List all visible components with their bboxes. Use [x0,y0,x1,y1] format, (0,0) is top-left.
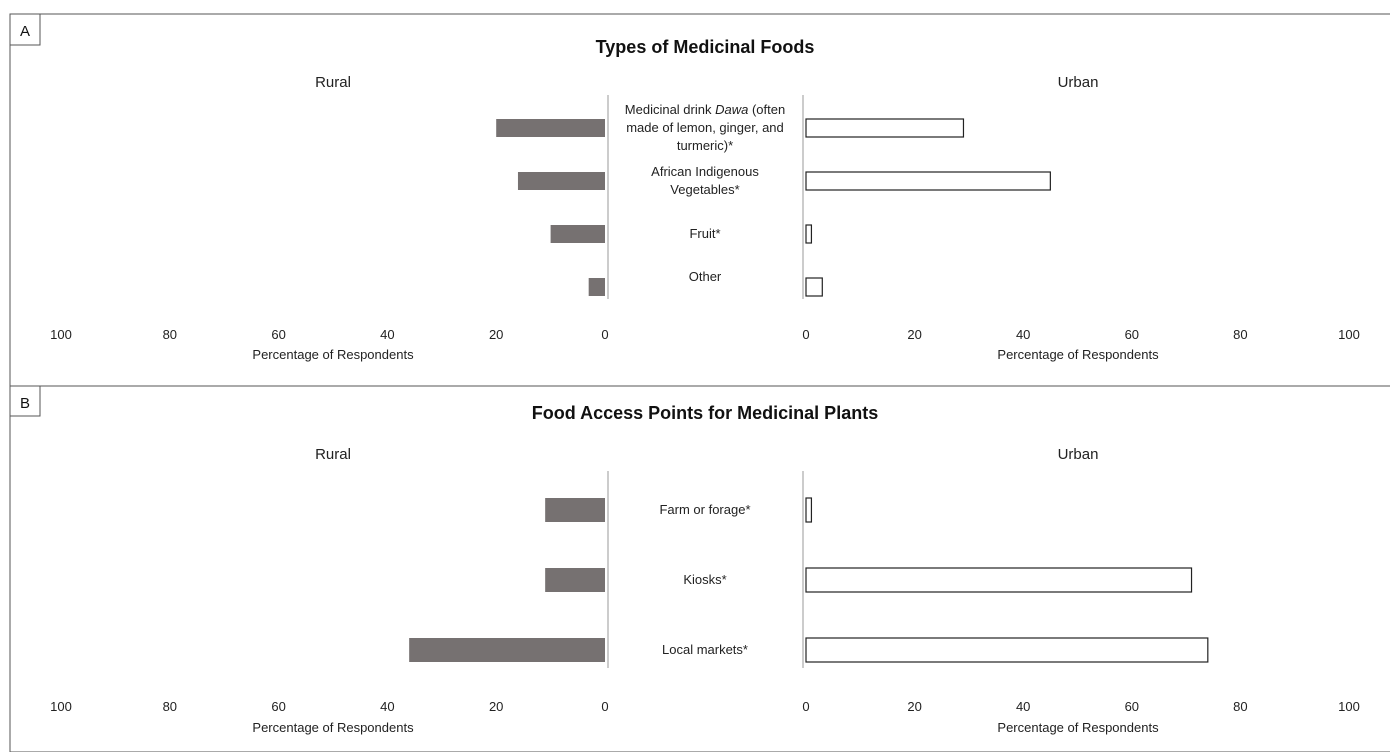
panel-a: A Types of Medicinal Foods Rural Urban 100 80… [9,13,1390,387]
category-label-text: Medicinal drink [625,102,715,117]
rural-tick-label: 60 [271,327,285,342]
rural-tick-label: 100 [50,699,72,714]
rural-label: Rural [315,446,351,463]
rural-tick-label: 0 [601,327,608,342]
category-label: Other [689,269,722,284]
urban-bar [805,171,1051,191]
rural-bar [517,172,605,190]
rural-label: Rural [315,74,351,91]
rural-bar [545,498,605,522]
rural-tick-label: 40 [380,327,394,342]
rural-tick-label: 100 [50,327,72,342]
urban-tick-label: 80 [1233,327,1247,342]
urban-tick-label: 0 [802,327,809,342]
category-label-text: Vegetables* [670,182,739,197]
category-label-line: Local markets* [662,642,748,657]
urban-bar [805,637,1209,663]
rural-bar [550,225,605,243]
category-label: Medicinal drink Dawa (often made of lemon… [625,102,785,153]
rural-axis-label: Percentage of Respondents [252,347,414,362]
rural-bar [409,638,605,662]
urban-label: Urban [1058,446,1099,463]
category-label-text: Other [689,269,722,284]
chart-title: Food Access Points for Medicinal Plants [532,403,878,423]
category-label-line: Farm or forage* [659,502,750,517]
category-label-line: Vegetables* [670,182,739,197]
category-label-text: (often [748,102,785,117]
rural-tick-label: 0 [601,699,608,714]
category-label-text: Farm or forage* [659,502,750,517]
category-label-line: turmeric)* [677,138,733,153]
category-label-text: Fruit* [689,226,720,241]
panel-label-box [9,385,41,417]
urban-tick-label: 100 [1338,327,1360,342]
rural-axis-label: Percentage of Respondents [252,720,414,735]
category-label: African Indigenous Vegetables* [651,164,759,197]
rural-tick-label: 80 [163,699,177,714]
category-label-line: Kiosks* [683,572,726,587]
category-label-line: Fruit* [689,226,720,241]
category-label: Farm or forage* [659,502,750,517]
urban-bar [805,277,823,297]
panel-b: B Food Access Points for Medicinal Plants… [9,385,1390,752]
category-label-text: made of lemon, ginger, and [626,120,784,135]
category-label-line: Other [689,269,722,284]
category-label-text: Dawa [715,102,748,117]
urban-tick-label: 0 [802,699,809,714]
category-label-text: African Indigenous [651,164,759,179]
rural-bar [545,568,605,592]
category-label-text: Kiosks* [683,572,726,587]
urban-tick-label: 80 [1233,699,1247,714]
urban-tick-label: 100 [1338,699,1360,714]
urban-bar [805,224,813,244]
category-label-line: Medicinal drink Dawa (often [625,102,785,117]
category-label: Fruit* [689,226,720,241]
category-label-line: African Indigenous [651,164,759,179]
rural-tick-label: 40 [380,699,394,714]
rural-tick-label: 80 [163,327,177,342]
urban-tick-label: 60 [1125,699,1139,714]
urban-bar [805,118,965,138]
panel-label-box [9,13,41,46]
urban-tick-label: 20 [907,327,921,342]
rural-tick-label: 20 [489,699,503,714]
panel-label: B [20,395,30,412]
urban-axis-label: Percentage of Respondents [997,347,1159,362]
urban-bar [805,567,1193,593]
urban-tick-label: 20 [907,699,921,714]
urban-tick-label: 60 [1125,327,1139,342]
rural-bar [588,278,605,296]
rural-bar [496,119,605,137]
category-label-text: Local markets* [662,642,748,657]
urban-tick-label: 40 [1016,327,1030,342]
category-label: Kiosks* [683,572,726,587]
urban-label: Urban [1058,74,1099,91]
panel-label: A [20,23,30,40]
category-label: Local markets* [662,642,748,657]
chart-title: Types of Medicinal Foods [596,37,815,57]
rural-tick-label: 20 [489,327,503,342]
rural-tick-label: 60 [271,699,285,714]
category-label-line: made of lemon, ginger, and [626,120,784,135]
urban-tick-label: 40 [1016,699,1030,714]
category-label-text: turmeric)* [677,138,733,153]
urban-bar [805,497,813,523]
urban-axis-label: Percentage of Respondents [997,720,1159,735]
